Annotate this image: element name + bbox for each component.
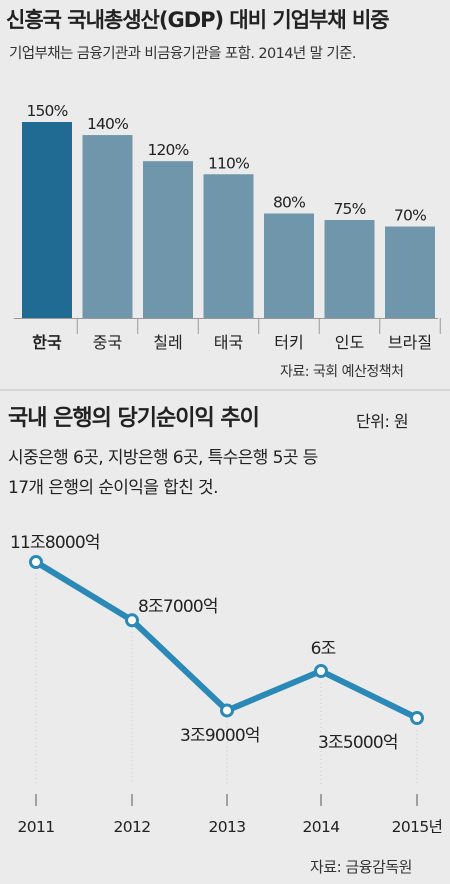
bar-value-label: 120% — [147, 141, 188, 159]
bar-value-label: 80% — [273, 193, 305, 211]
data-point — [410, 711, 424, 725]
chart1-source: 자료: 국회 예산정책처 — [280, 364, 404, 380]
bar-value-label: 75% — [333, 200, 365, 218]
bar-value-label: 70% — [394, 207, 426, 225]
series-line — [33, 559, 420, 721]
chart2-unit: 단위: 원 — [356, 412, 409, 431]
bar-0 — [22, 122, 72, 318]
bar-1 — [82, 135, 133, 318]
bar-2 — [143, 161, 193, 318]
data-point — [220, 703, 234, 718]
bar-category-label: 중국 — [93, 333, 122, 352]
bar-category-label: 태국 — [214, 333, 243, 352]
bar-5 — [324, 220, 375, 318]
x-tick-label: 2011 — [17, 818, 54, 836]
bar-chart: 150% 한국 140% 중국 120% 칠레 110% 태국 80% 터키 75% 인도 70% 브라질 — [14, 102, 441, 352]
data-label: 3조5000억 — [318, 733, 398, 753]
bar-value-label: 150% — [26, 102, 67, 120]
data-label: 11조8000억 — [10, 533, 100, 553]
data-point — [29, 555, 43, 569]
x-tick-label: 2013 — [208, 818, 245, 836]
bar-value-label: 140% — [87, 115, 128, 133]
bar-3 — [203, 174, 254, 318]
chart2-description-line2: 17개 은행의 순이익을 합친 것. — [8, 478, 219, 498]
data-label: 3조9000억 — [180, 726, 260, 746]
bar-6 — [385, 226, 435, 318]
data-label: 6조 — [311, 639, 336, 659]
data-label: 8조7000억 — [138, 597, 218, 617]
x-tick-label: 2012 — [113, 818, 150, 836]
bar-category-label: 브라질 — [388, 333, 432, 352]
bar-value-label: 110% — [208, 154, 249, 172]
chart2-description-line1: 시중은행 6곳, 지방은행 6곳, 특수은행 5곳 등 — [8, 448, 318, 468]
chart1-subtitle: 기업부채는 금융기관과 비금융기관을 포함. 2014년 말 기준. — [9, 46, 356, 62]
bar-category-label: 칠레 — [153, 333, 182, 352]
section-divider — [0, 389, 450, 391]
x-tick-label: 2014 — [302, 818, 339, 836]
bar-category-label: 한국 — [32, 333, 62, 352]
chart2-title: 국내 은행의 당기순이익 추이 — [8, 406, 260, 431]
data-point — [314, 664, 328, 679]
bar-category-label: 인도 — [335, 333, 364, 352]
bar-category-label: 터키 — [274, 333, 303, 352]
chart1-title: 신흥국 국내총생산(GDP) 대비 기업부채 비중 — [6, 8, 390, 32]
bar-4 — [264, 213, 314, 318]
data-point — [125, 613, 139, 628]
x-tick-label: 2015년 — [392, 818, 443, 836]
chart2-source: 자료: 금융감독원 — [310, 858, 412, 876]
